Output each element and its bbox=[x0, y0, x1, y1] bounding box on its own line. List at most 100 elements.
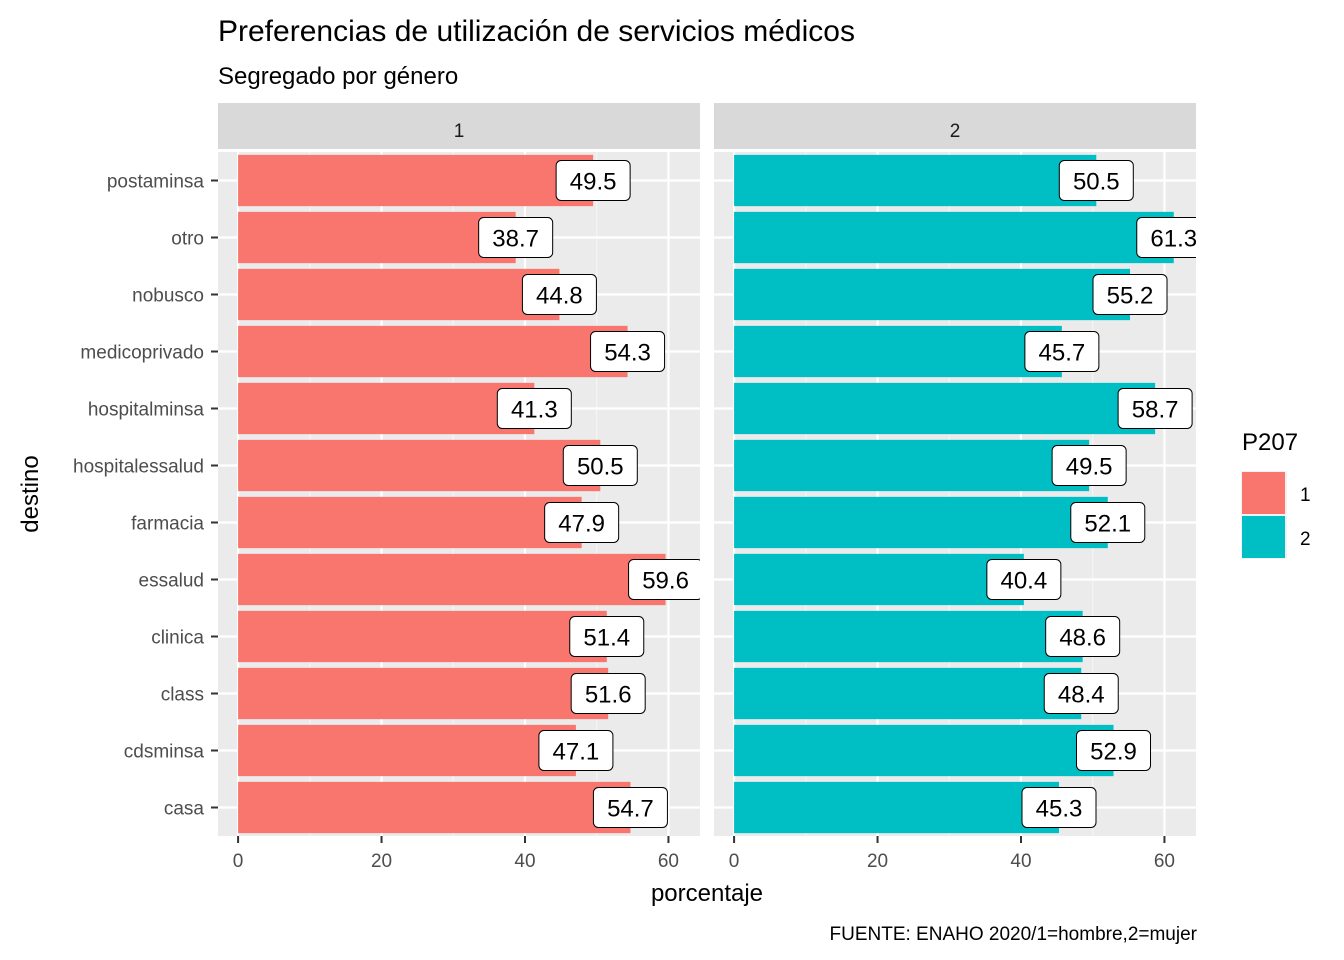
bar-postaminsa bbox=[238, 154, 594, 207]
bar-farmacia bbox=[238, 496, 582, 549]
legend-key-1 bbox=[1242, 472, 1285, 514]
bar-otro bbox=[238, 211, 516, 264]
data-label-box bbox=[1058, 160, 1134, 201]
data-label: 51.6 bbox=[585, 682, 632, 709]
chart-title: Preferencias de utilización de servicios… bbox=[218, 15, 855, 48]
data-label-box bbox=[592, 787, 668, 828]
data-label: 48.4 bbox=[1058, 682, 1105, 709]
y-tick-label: otro bbox=[171, 229, 204, 250]
data-label: 50.5 bbox=[577, 454, 624, 481]
data-label: 55.2 bbox=[1107, 283, 1154, 310]
legend-key-2 bbox=[1242, 516, 1285, 558]
bar-nobusco bbox=[734, 268, 1131, 321]
y-tick-label: hospitalessalud bbox=[73, 457, 204, 478]
y-tick-label: clinica bbox=[151, 628, 204, 649]
panel-plot-area: 50.5 61.3 55.2 45.7 58.7 49.5 52.1 40.4 48.6 48.4… bbox=[734, 154, 1197, 834]
facet-panel-1: 1 49.5 38.7 44.8 54.3 41.3 50.5 47.9 59.6 51.4 51.… bbox=[73, 103, 700, 872]
data-label-box bbox=[478, 217, 554, 258]
legend-label: 1 bbox=[1300, 485, 1311, 506]
data-label: 40.4 bbox=[1000, 568, 1047, 595]
bar-cdsminsa bbox=[238, 724, 576, 777]
legend-title: P207 bbox=[1242, 429, 1298, 456]
data-label-box bbox=[496, 388, 572, 429]
x-tick-label: 0 bbox=[233, 851, 244, 872]
data-label: 44.8 bbox=[536, 283, 583, 310]
bar-hospitalessalud bbox=[734, 439, 1090, 492]
data-label: 45.7 bbox=[1039, 340, 1086, 367]
data-label: 41.3 bbox=[511, 397, 558, 424]
data-label-box bbox=[628, 559, 700, 600]
bar-class bbox=[238, 667, 609, 720]
data-label: 54.3 bbox=[604, 340, 651, 367]
bar-medicoprivado bbox=[734, 325, 1062, 378]
data-label: 58.7 bbox=[1132, 397, 1179, 424]
data-label-box bbox=[1117, 388, 1193, 429]
data-label-box bbox=[986, 559, 1062, 600]
data-label-box bbox=[1092, 274, 1168, 315]
panel-background bbox=[714, 152, 1196, 836]
bar-medicoprivado bbox=[238, 325, 628, 378]
data-label-box bbox=[1070, 502, 1146, 543]
data-label-box bbox=[1051, 445, 1127, 486]
x-tick-label: 40 bbox=[514, 851, 535, 872]
data-label: 52.9 bbox=[1090, 739, 1137, 766]
facet-strip-label: 1 bbox=[454, 121, 465, 142]
facet-panel-2: 2 50.5 61.3 55.2 45.7 58.7 49.5 52.1 40.4 48.6 48.… bbox=[714, 103, 1197, 872]
data-label: 59.6 bbox=[642, 568, 689, 595]
bar-hospitalminsa bbox=[734, 382, 1156, 435]
x-tick-label: 60 bbox=[658, 851, 679, 872]
data-label-box bbox=[1021, 787, 1097, 828]
data-label-box bbox=[1076, 730, 1152, 771]
bar-farmacia bbox=[734, 496, 1108, 549]
y-tick-label: farmacia bbox=[131, 514, 204, 535]
y-tick-label: cdsminsa bbox=[124, 742, 205, 763]
y-tick-label: casa bbox=[164, 799, 205, 820]
bar-hospitalminsa bbox=[238, 382, 535, 435]
panel-plot-area: 49.5 38.7 44.8 54.3 41.3 50.5 47.9 59.6 51.4 51.6… bbox=[238, 154, 700, 834]
bar-class bbox=[734, 667, 1082, 720]
facet-strip bbox=[218, 103, 700, 149]
data-label: 54.7 bbox=[607, 796, 654, 823]
y-tick-label: postaminsa bbox=[107, 172, 205, 193]
data-label-box bbox=[590, 331, 666, 372]
legend-label: 2 bbox=[1300, 529, 1311, 550]
data-label: 48.6 bbox=[1059, 625, 1106, 652]
bar-essalud bbox=[238, 553, 666, 606]
data-label-box bbox=[555, 160, 631, 201]
bar-casa bbox=[734, 781, 1060, 834]
data-label: 52.1 bbox=[1084, 511, 1131, 538]
facet-strip-label: 2 bbox=[950, 121, 961, 142]
bar-hospitalessalud bbox=[238, 439, 601, 492]
panel-background bbox=[218, 152, 700, 836]
y-tick-label: essalud bbox=[139, 571, 205, 592]
data-label-box bbox=[1043, 673, 1119, 714]
y-tick-label: medicoprivado bbox=[80, 343, 204, 364]
bar-clinica bbox=[734, 610, 1083, 663]
caption: FUENTE: ENAHO 2020/1=hombre,2=mujer bbox=[830, 924, 1198, 945]
data-label: 38.7 bbox=[492, 226, 539, 253]
x-tick-label: 0 bbox=[729, 851, 740, 872]
data-label: 51.4 bbox=[583, 625, 630, 652]
x-tick-label: 20 bbox=[867, 851, 888, 872]
y-tick-label: class bbox=[161, 685, 204, 706]
facet-strip bbox=[714, 103, 1196, 149]
data-label-box bbox=[570, 673, 646, 714]
data-label: 61.3 bbox=[1150, 226, 1197, 253]
x-tick-label: 60 bbox=[1154, 851, 1175, 872]
x-axis-title: porcentaje bbox=[651, 880, 763, 907]
facet-panels: 1 49.5 38.7 44.8 54.3 41.3 50.5 47.9 59.6 51.4 51.… bbox=[73, 103, 1197, 872]
bar-nobusco bbox=[238, 268, 560, 321]
data-label: 47.9 bbox=[558, 511, 605, 538]
data-label-box bbox=[1136, 217, 1196, 258]
bar-cdsminsa bbox=[734, 724, 1114, 777]
data-label: 49.5 bbox=[1066, 454, 1113, 481]
y-tick-label: nobusco bbox=[132, 286, 204, 307]
data-label-box bbox=[1045, 616, 1121, 657]
data-label: 50.5 bbox=[1073, 169, 1120, 196]
data-label: 45.3 bbox=[1036, 796, 1083, 823]
data-label: 47.1 bbox=[553, 739, 600, 766]
x-tick-label: 20 bbox=[371, 851, 392, 872]
legend: P207 1 2 bbox=[1241, 429, 1311, 559]
bar-postaminsa bbox=[734, 154, 1097, 207]
